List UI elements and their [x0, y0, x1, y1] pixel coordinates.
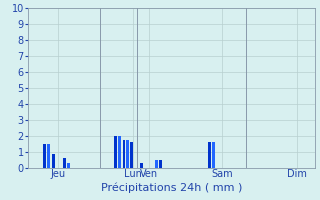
Bar	[212, 142, 214, 168]
Bar	[43, 144, 46, 168]
Bar	[63, 158, 66, 168]
X-axis label: Précipitations 24h ( mm ): Précipitations 24h ( mm )	[101, 182, 242, 193]
Bar	[52, 154, 55, 168]
Bar	[67, 163, 70, 168]
Bar	[140, 163, 143, 168]
Bar	[123, 140, 125, 168]
Bar	[126, 140, 129, 168]
Bar	[47, 144, 50, 168]
Bar	[117, 136, 121, 168]
Bar	[114, 136, 116, 168]
Bar	[155, 160, 158, 168]
Bar	[208, 142, 211, 168]
Bar	[131, 142, 133, 168]
Bar	[159, 160, 162, 168]
